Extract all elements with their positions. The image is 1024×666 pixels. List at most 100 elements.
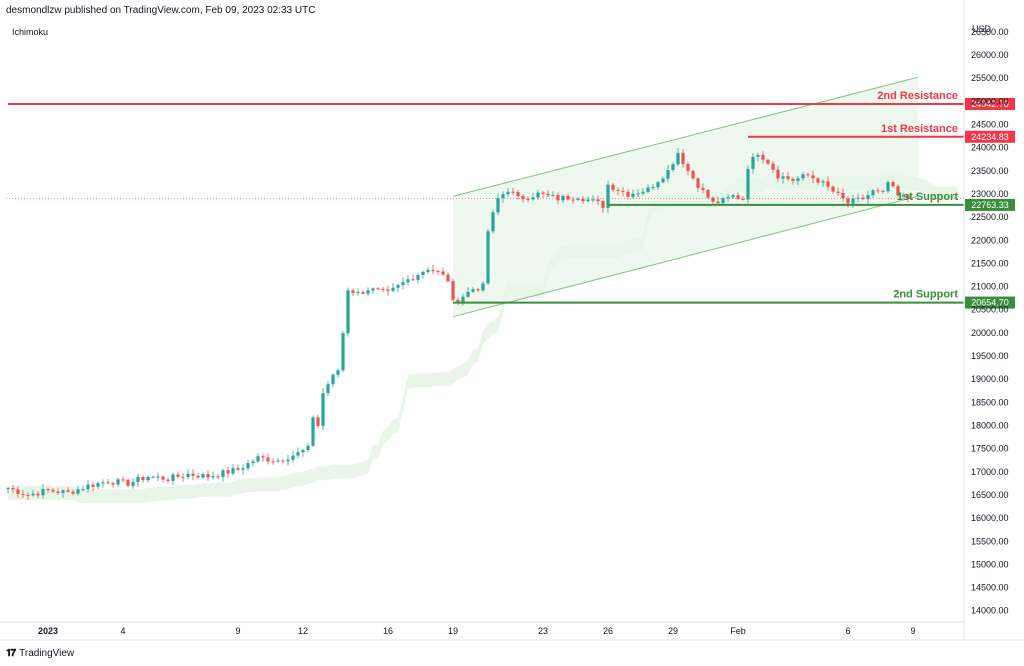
candle-body [56, 491, 60, 493]
candle-body [276, 460, 280, 462]
candle-body [706, 189, 710, 198]
candle-body [41, 489, 45, 496]
candle-body [551, 195, 555, 197]
candle-body [621, 190, 625, 192]
candle-body [681, 152, 685, 165]
candle-body [391, 287, 395, 291]
candle-body [556, 195, 560, 201]
candle-body [26, 494, 30, 496]
candle-body [731, 195, 735, 198]
candle-body [566, 195, 570, 200]
candle-body [306, 445, 310, 451]
candle-body [746, 168, 750, 200]
candle-body [871, 190, 875, 196]
tradingview-logo-icon[interactable]: 𝟏𝟕 [6, 648, 16, 659]
candle-body [446, 274, 450, 282]
candle-body [366, 290, 370, 294]
y-tick-label: 25000.00 [971, 96, 1009, 106]
candle-body [6, 488, 10, 490]
candle-body [146, 476, 150, 481]
candle-body [891, 182, 895, 187]
candle-body [691, 170, 695, 179]
candle-body [181, 476, 185, 478]
candle-body [896, 186, 900, 196]
candle-body [801, 174, 805, 179]
candle-body [51, 489, 55, 492]
candle-body [176, 474, 180, 477]
candle-body [341, 333, 345, 371]
candle-body [596, 199, 600, 202]
candle-body [186, 473, 190, 478]
candle-body [906, 195, 910, 199]
candle-body [516, 192, 520, 197]
candle-body [31, 493, 35, 496]
candle-body [506, 191, 510, 195]
candle-body [451, 281, 455, 300]
channel-lower-line [452, 195, 919, 318]
y-tick-label: 22500.00 [971, 212, 1009, 222]
candle-body [876, 190, 880, 192]
candle-body [781, 176, 785, 179]
candle-body [236, 468, 240, 470]
x-tick-label: 2023 [38, 626, 58, 636]
level-price-label: 24234.83 [971, 132, 1009, 142]
candle-body [771, 163, 775, 170]
level-label: 1st Resistance [881, 123, 958, 135]
candle-body [286, 459, 290, 462]
candle-body [301, 450, 305, 453]
level-price-tag [965, 130, 1015, 143]
x-tick-label: 19 [448, 626, 458, 636]
candle-body [381, 288, 385, 290]
candle-body [81, 489, 85, 491]
candle-body [606, 184, 610, 208]
candle-body [886, 182, 890, 192]
candle-body [206, 474, 210, 478]
candle-body [261, 456, 265, 458]
candle-body [406, 279, 410, 283]
candle-body [631, 193, 635, 197]
y-tick-label: 22000.00 [971, 235, 1009, 245]
candle-body [136, 476, 140, 483]
candle-body [456, 299, 460, 303]
x-tick-label: 29 [668, 626, 678, 636]
y-tick-label: 14500.00 [971, 583, 1009, 593]
candle-body [86, 484, 90, 490]
candle-body [526, 198, 530, 200]
candle-body [881, 190, 885, 192]
candle-body [696, 178, 700, 188]
y-tick-label: 21000.00 [971, 282, 1009, 292]
candle-body [151, 476, 155, 478]
y-tick-label: 24000.00 [971, 143, 1009, 153]
candle-body [611, 184, 615, 190]
level-price-label: 20654.70 [971, 298, 1009, 308]
candle-body [241, 468, 245, 470]
candle-body [791, 178, 795, 181]
candle-body [71, 491, 75, 494]
candle-body [521, 196, 525, 199]
y-tick-label: 26000.00 [971, 50, 1009, 60]
candle-body [386, 289, 390, 291]
candle-body [776, 169, 780, 179]
y-tick-label: 24500.00 [971, 120, 1009, 130]
x-tick-label: 23 [538, 626, 548, 636]
candle-body [851, 198, 855, 204]
study-label-ichimoku[interactable]: Ichimoku [12, 27, 49, 37]
footer: 𝟏𝟕 TradingView [6, 648, 74, 659]
candle-body [66, 490, 70, 492]
y-tick-label: 15500.00 [971, 536, 1009, 546]
candle-body [806, 174, 810, 176]
y-tick-label: 16500.00 [971, 490, 1009, 500]
candle-body [211, 476, 215, 478]
candle-body [651, 187, 655, 189]
candle-body [786, 176, 790, 179]
candle-body [591, 199, 595, 201]
candle-body [501, 194, 505, 199]
candle-body [251, 461, 255, 464]
candle-body [376, 288, 380, 290]
candle-body [191, 473, 195, 476]
candle-body [836, 191, 840, 193]
candle-body [226, 470, 230, 474]
candle-body [671, 164, 675, 171]
